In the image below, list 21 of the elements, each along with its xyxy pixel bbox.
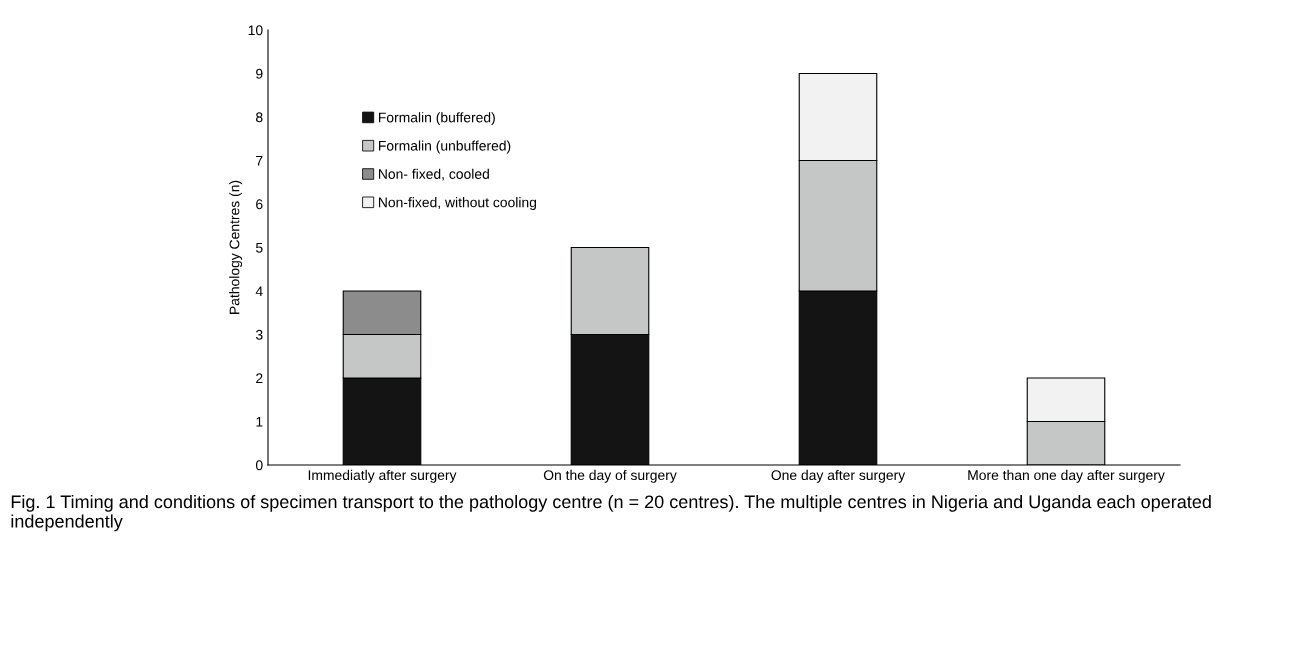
x-tick-label: One day after surgery xyxy=(771,469,906,483)
y-tick-label: 6 xyxy=(256,199,263,210)
legend-label: Formalin (buffered) xyxy=(379,112,495,126)
caption: Fig. 1 Timing and conditions of specimen transport to the pathology centre (n = 20 centres). The multiple centres in Nigeria and Uganda each operated independently xyxy=(11,494,1211,532)
x-tick-label: More than one day after surgery xyxy=(968,469,1165,483)
x-tick-label: On the day of surgery xyxy=(543,469,677,483)
y-tick-label: 0 xyxy=(255,460,263,471)
legend-label: Non- fixed, cooled xyxy=(379,168,489,181)
y-tick-label: 4 xyxy=(255,286,263,297)
legend-label: Formalin (unbuffered) xyxy=(379,140,511,154)
y-tick-label: 2 xyxy=(256,373,263,384)
y-tick-label: 3 xyxy=(255,329,263,340)
y-tick-label: 10 xyxy=(248,25,263,36)
y-tick-label: 7 xyxy=(256,155,263,166)
legend-label: Non-fixed, without cooling xyxy=(379,197,536,211)
y-tick-label: 1 xyxy=(256,416,263,427)
x-tick-label: Immediatly after surgery xyxy=(308,469,457,483)
y-tick-label: 9 xyxy=(256,68,263,79)
y-axis-title: Pathology Centres (n) xyxy=(229,180,243,314)
y-tick-label: 8 xyxy=(256,112,263,123)
y-tick-label: 5 xyxy=(255,242,263,253)
